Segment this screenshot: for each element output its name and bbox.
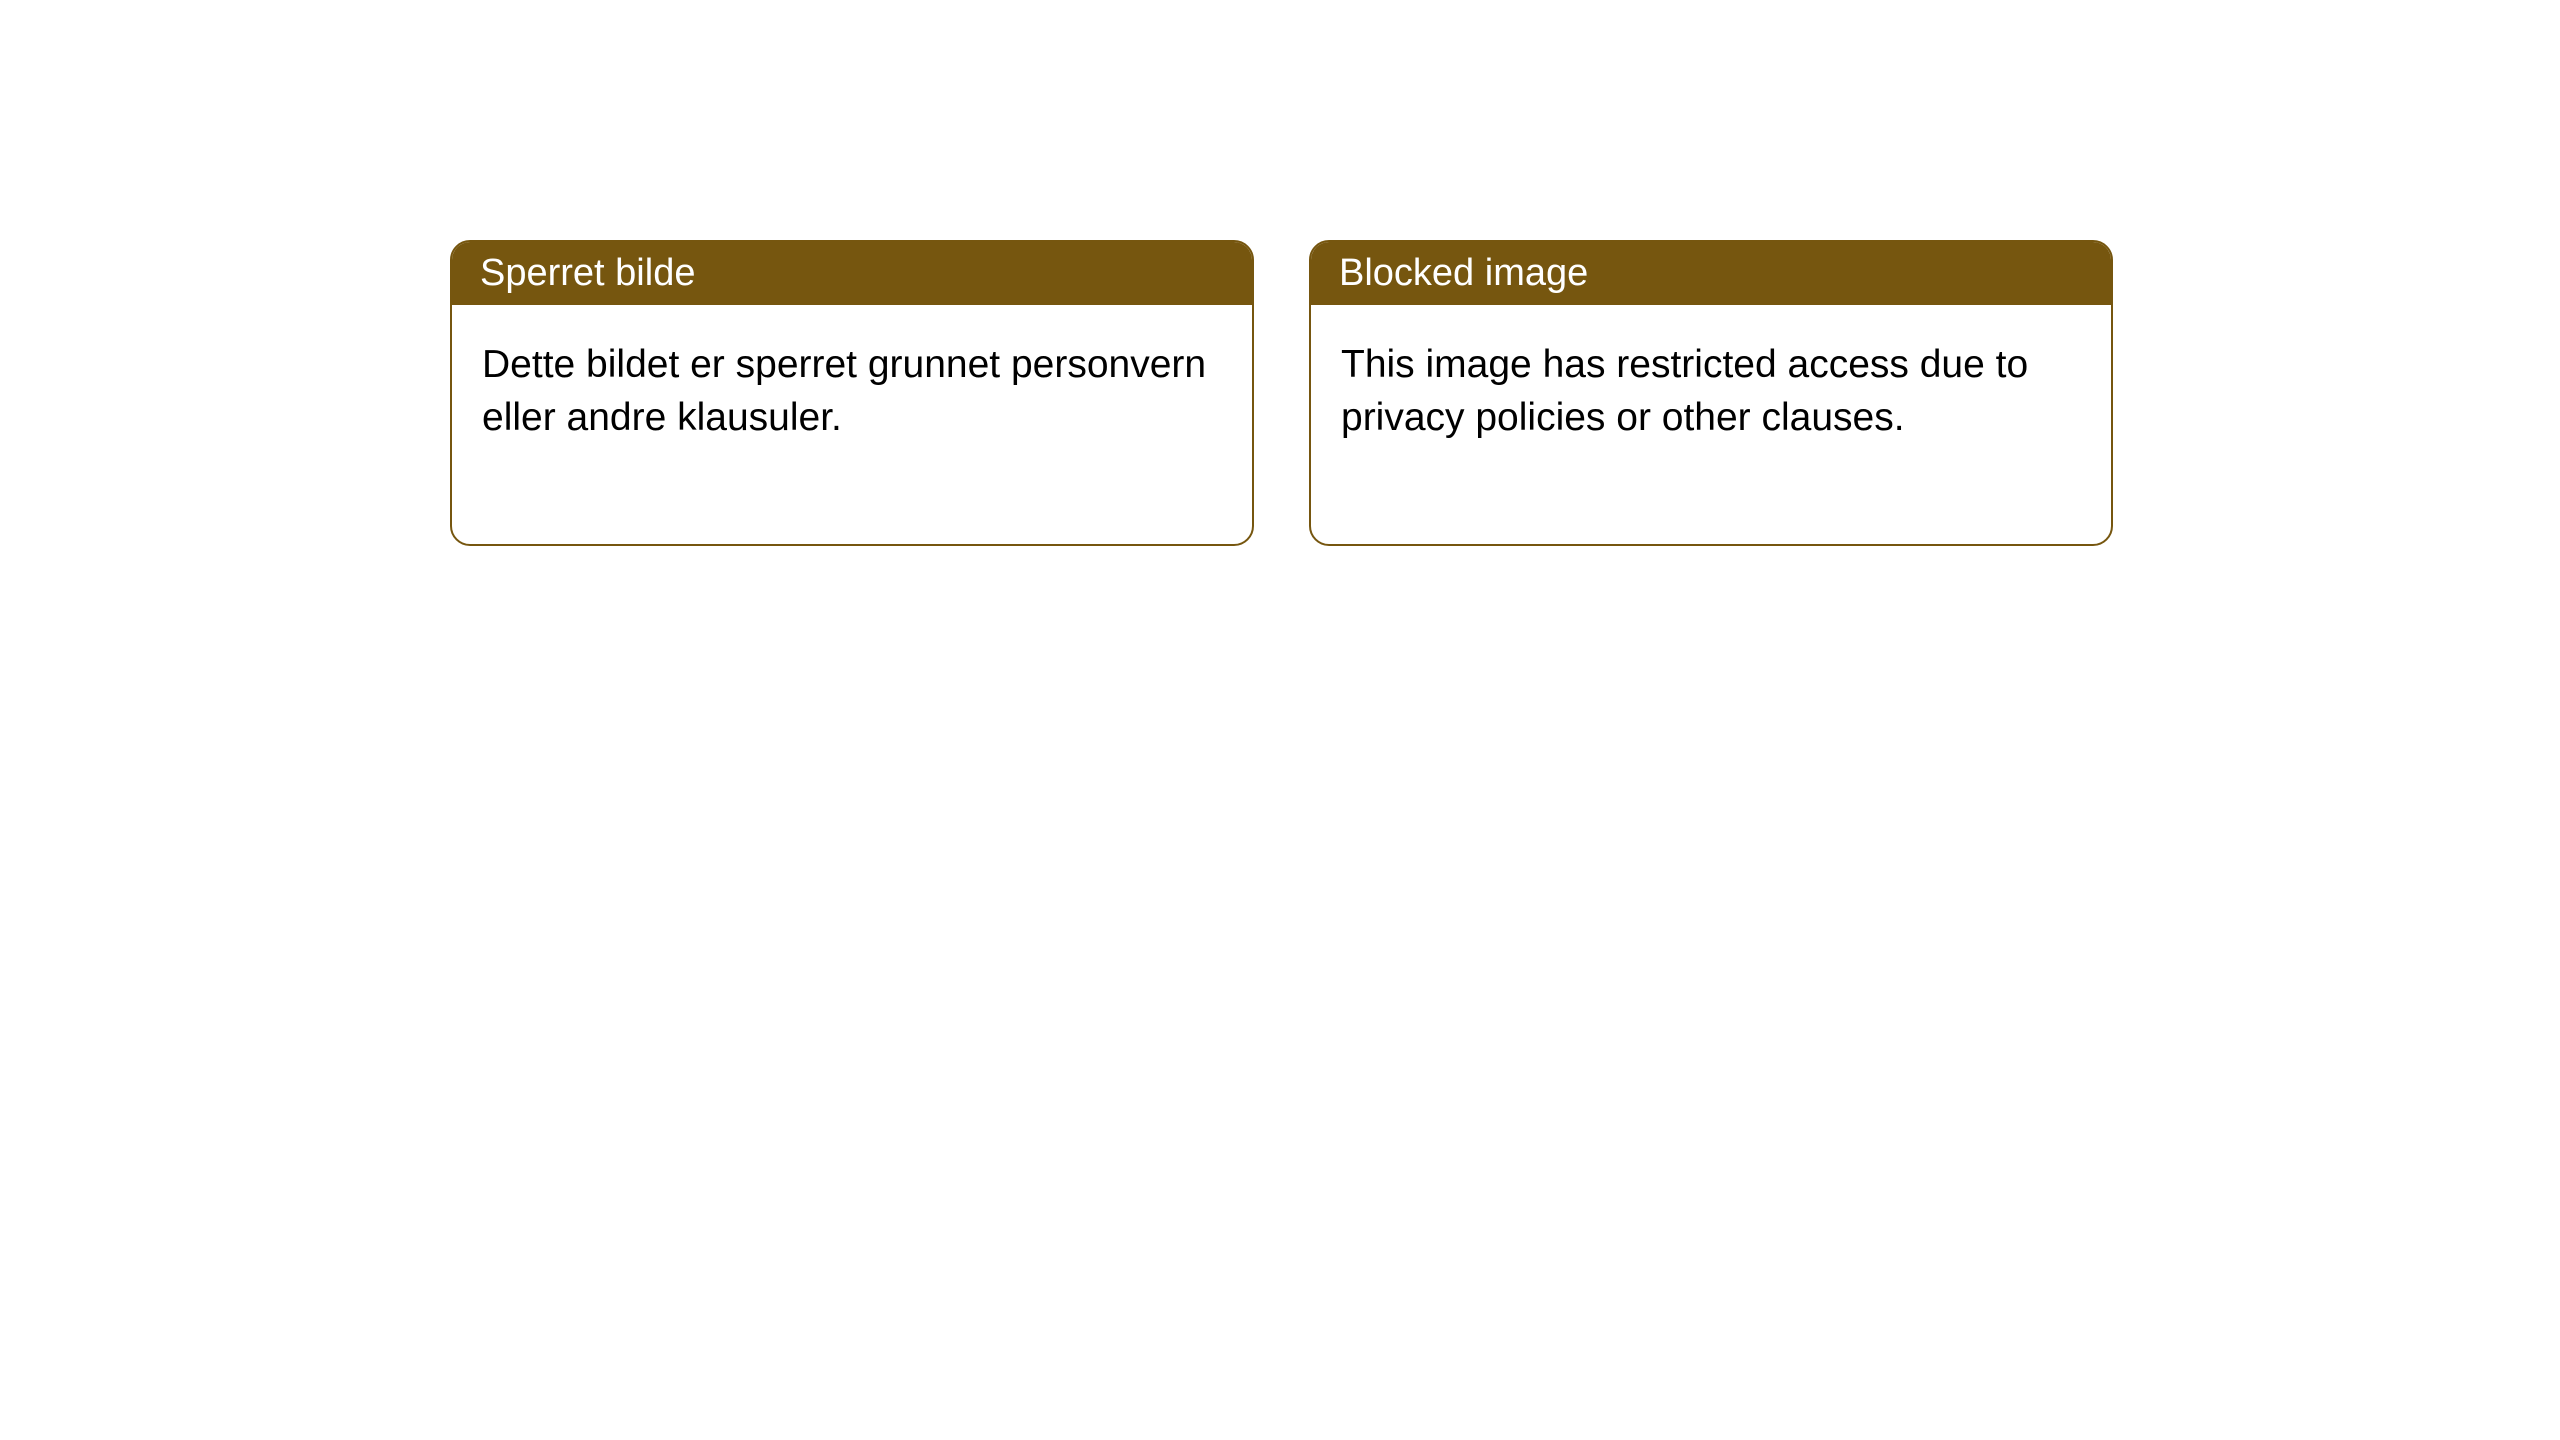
notice-cards-container: Sperret bilde Dette bildet er sperret gr… — [450, 240, 2113, 546]
card-header: Sperret bilde — [452, 242, 1252, 305]
card-title: Blocked image — [1339, 252, 1588, 294]
notice-card-norwegian: Sperret bilde Dette bildet er sperret gr… — [450, 240, 1254, 546]
card-message: Dette bildet er sperret grunnet personve… — [482, 343, 1206, 439]
notice-card-english: Blocked image This image has restricted … — [1309, 240, 2113, 546]
card-message: This image has restricted access due to … — [1341, 343, 2028, 439]
card-body: This image has restricted access due to … — [1311, 305, 2111, 544]
card-body: Dette bildet er sperret grunnet personve… — [452, 305, 1252, 544]
card-header: Blocked image — [1311, 242, 2111, 305]
card-title: Sperret bilde — [480, 252, 695, 294]
